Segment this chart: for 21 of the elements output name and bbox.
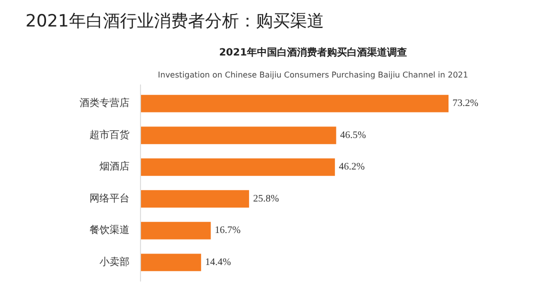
text: Investigation on Chinese Baijiu Consumers Purchasing Baijiu Channel in 2021 [158,70,468,80]
data-label: 46.2% [338,162,365,173]
bar [140,190,250,208]
bar [140,158,335,176]
y-tick-label: 超市百货 [90,128,130,141]
chart-title: 2021年白酒行业消费者分析：购买渠道 [26,12,324,32]
data-label: 46.5% [340,130,366,141]
bar [140,126,336,144]
y-tick-label: 网络平台 [90,192,130,204]
y-tick-label: 烟酒店 [100,160,130,173]
data-label: 25.8% [253,193,279,204]
y-tick-label: 餐饮渠道 [90,224,130,236]
bar [140,222,211,240]
y-tick-label: 小卖部 [100,256,130,268]
y-tick-label: 酒类专营店 [80,97,130,110]
bar [140,94,449,112]
data-label: 16.7% [214,225,241,236]
bar [140,254,202,272]
chart-subtitle: 2021年中国白酒消费者购买白酒渠道调查 [219,46,407,58]
data-label: 14.4% [205,256,231,268]
data-label: 73.2% [452,98,478,110]
